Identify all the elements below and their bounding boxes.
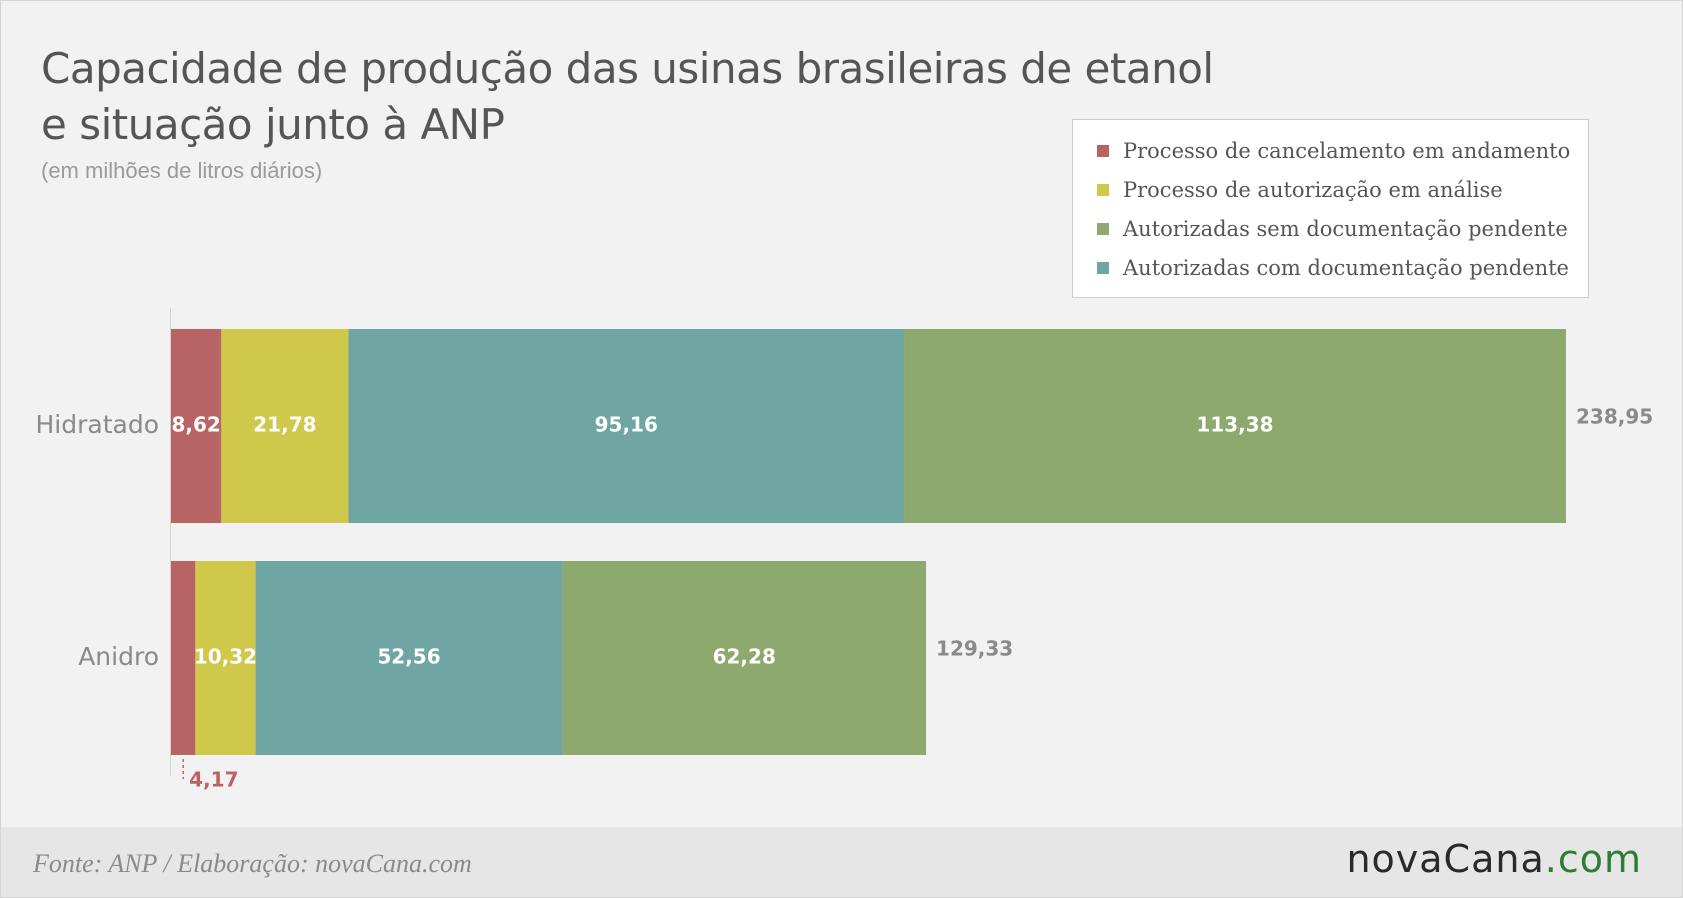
chart-title-line1: Capacidade de produção das usinas brasil…: [41, 44, 1214, 93]
legend-item-sem-pendencia: Autorizadas sem documentação pendente: [1097, 214, 1568, 244]
brand-logo: novaCana.com: [1346, 837, 1642, 881]
chart-title: Capacidade de produção das usinas brasil…: [41, 41, 1341, 153]
chart-subtitle: (em milhões de litros diários): [41, 158, 323, 183]
data-label: 95,16: [595, 413, 658, 437]
legend: Processo de cancelamento em andamento Pr…: [1072, 119, 1589, 298]
legend-label: Autorizadas com documentação pendente: [1123, 256, 1569, 280]
data-label: 10,32: [194, 645, 257, 669]
legend-label: Processo de cancelamento em andamento: [1123, 139, 1571, 163]
legend-swatch: [1097, 184, 1109, 196]
bar-segment: [348, 329, 905, 523]
total-label: 238,95: [1576, 405, 1653, 429]
logo-suffix: .com: [1544, 837, 1642, 881]
data-label: 52,56: [377, 645, 440, 669]
data-label: 4,17: [189, 768, 238, 792]
bar-segment: [221, 329, 349, 523]
legend-label: Processo de autorização em análise: [1123, 178, 1503, 202]
chart-title-line2: e situação junto à ANP: [41, 100, 505, 149]
legend-swatch: [1097, 223, 1109, 235]
legend-label: Autorizadas sem documentação pendente: [1123, 217, 1568, 241]
data-label: 62,28: [713, 645, 776, 669]
data-label: 8,62: [171, 413, 220, 437]
category-label: Hidratado: [36, 410, 160, 439]
source-note: Fonte: ANP / Elaboração: novaCana.com: [33, 849, 472, 878]
bar-segment: [562, 561, 927, 755]
legend-swatch: [1097, 145, 1109, 157]
bar-segment: [255, 561, 563, 755]
bar-segment: [904, 329, 1566, 523]
logo-wordmark: novaCana: [1346, 837, 1545, 881]
legend-item-cancelamento: Processo de cancelamento em andamento: [1097, 136, 1570, 166]
stacked-bar-chart: Hidratado 8,62 21,78 95,16 113,38 238,95 Anidr…: [36, 308, 1653, 792]
bar-segment: [171, 561, 196, 755]
total-label: 129,33: [936, 637, 1013, 661]
legend-item-autorizacao: Processo de autorização em análise: [1097, 175, 1503, 205]
bar-segment: [171, 329, 222, 523]
bar-segment: [195, 561, 256, 755]
footer: Fonte: ANP / Elaboração: novaCana.com no…: [1, 827, 1682, 897]
legend-item-com-pendencia: Autorizadas com documentação pendente: [1097, 253, 1569, 283]
legend-swatch: [1097, 262, 1109, 274]
data-label: 113,38: [1196, 413, 1273, 437]
data-label: 21,78: [253, 413, 316, 437]
category-label: Anidro: [78, 642, 159, 671]
